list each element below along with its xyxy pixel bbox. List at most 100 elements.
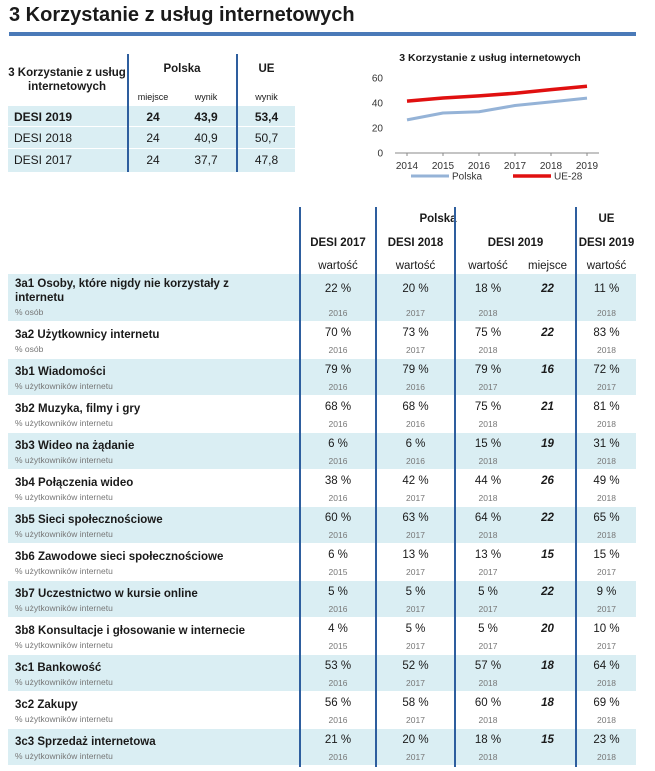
row-label: 3b7 Uczestnictwo w kursie online	[15, 588, 198, 600]
rank-desi-2019: 15	[541, 549, 554, 561]
value-desi-2019: 79 %	[474, 364, 502, 376]
year-desi-2018: 2017	[406, 715, 425, 725]
row-unit: % użytkowników internetu	[15, 492, 113, 502]
value-desi-2018: 79 %	[402, 364, 429, 376]
summary-row-ue: 53,4	[254, 109, 279, 124]
row-label: 3b2 Muzyka, filmy i gry	[15, 403, 141, 415]
chart-svg: 3 Korzystanie z usług internetowych 0 20 40…	[372, 52, 599, 183]
year-ue-2019: 2018	[597, 752, 616, 762]
row-label: 3b8 Konsultacje i głosowanie w interneci…	[15, 625, 246, 637]
row-unit: % użytkowników internetu	[15, 418, 113, 428]
value-desi-2019: 64 %	[474, 512, 502, 524]
year-desi-2018: 2017	[406, 604, 425, 614]
value-desi-2017: 70 %	[324, 327, 352, 339]
year-desi-2017: 2015	[328, 641, 348, 651]
row-label: 3b3 Wideo na żądanie	[15, 440, 135, 452]
y-tick-label: 60	[372, 74, 384, 85]
rank-desi-2019: 16	[541, 364, 554, 376]
row-band	[8, 655, 636, 691]
year-desi-2019: 2017	[478, 382, 498, 392]
row-unit: % użytkowników internetu	[15, 751, 113, 761]
summary-row-ue: 47,8	[254, 152, 279, 167]
summary-row-label: DESI 2018	[14, 130, 73, 145]
year-desi-2018: 2017	[406, 530, 425, 540]
row-unit: % użytkowników internetu	[15, 566, 113, 576]
x-tick-label: 2014	[396, 161, 419, 172]
y-tick-label: 20	[372, 124, 384, 135]
row-label: 3c3 Sprzedaż internetowa	[15, 736, 156, 748]
page-title: 3 Korzystanie z usług internetowych	[9, 4, 355, 26]
value-desi-2019: 13 %	[474, 549, 502, 561]
rank-desi-2019: 20	[541, 623, 554, 635]
value-desi-2019: 15 %	[474, 438, 502, 450]
year-desi-2018: 2017	[406, 308, 425, 318]
value-ue-2019: 49 %	[593, 475, 620, 487]
row-unit: % użytkowników internetu	[15, 529, 113, 539]
x-tick-label: 2016	[468, 161, 491, 172]
row-unit: % użytkowników internetu	[15, 603, 113, 613]
value-desi-2018: 42 %	[402, 475, 429, 487]
x-tick-label: 2019	[576, 161, 599, 172]
value-desi-2018: 52 %	[402, 660, 429, 672]
year-ue-2019: 2018	[597, 345, 616, 355]
table-group-ue: UE	[598, 213, 615, 225]
value-desi-2017: 22 %	[324, 283, 352, 295]
column-divider	[575, 207, 577, 767]
summary-row-score: 40,9	[194, 130, 218, 145]
year-ue-2019: 2018	[597, 530, 616, 540]
row-unit: % użytkowników internetu	[15, 381, 113, 391]
row-unit: % użytkowników internetu	[15, 455, 113, 465]
summary-divider	[236, 54, 238, 172]
year-desi-2019: 2018	[478, 530, 498, 540]
row-band	[8, 507, 636, 543]
summary-group-pl: Polska	[163, 63, 201, 75]
year-desi-2019: 2018	[478, 715, 498, 725]
value-desi-2019: 18 %	[474, 283, 502, 295]
legend-label: Polska	[452, 172, 482, 183]
title-rule	[9, 32, 636, 36]
summary-col-rank: miejsce	[137, 92, 169, 102]
year-desi-2018: 2017	[406, 567, 425, 577]
score-chart: 3 Korzystanie z usług internetowych 0 20 40…	[355, 48, 625, 183]
value-ue-2019: 65 %	[593, 512, 620, 524]
year-desi-2018: 2017	[406, 641, 425, 651]
summary-row-ue: 50,7	[254, 130, 279, 145]
value-desi-2019: 18 %	[474, 734, 502, 746]
year-desi-2017: 2016	[328, 419, 348, 429]
value-desi-2018: 68 %	[402, 401, 429, 413]
row-label: 3a1 Osoby, które nigdy nie korzystały z …	[15, 278, 229, 304]
year-desi-2017: 2016	[328, 345, 348, 355]
value-ue-2019: 9 %	[596, 586, 617, 598]
x-tick-label: 2015	[432, 161, 455, 172]
year-desi-2018: 2017	[406, 752, 425, 762]
sub-header-value: wartość	[586, 260, 627, 272]
value-desi-2017: 6 %	[328, 438, 348, 450]
value-desi-2017: 68 %	[324, 401, 352, 413]
year-desi-2017: 2015	[328, 567, 348, 577]
value-desi-2017: 38 %	[324, 475, 352, 487]
value-desi-2019: 57 %	[474, 660, 502, 672]
year-ue-2019: 2017	[597, 382, 616, 392]
value-desi-2019: 5 %	[478, 586, 498, 598]
value-ue-2019: 83 %	[593, 327, 620, 339]
row-label: 3b1 Wiadomości	[15, 366, 106, 378]
year-desi-2017: 2016	[328, 493, 348, 503]
summary-row-rank: 24	[146, 109, 160, 124]
year-desi-2019: 2018	[478, 345, 498, 355]
year-desi-2019: 2018	[478, 308, 498, 318]
year-ue-2019: 2018	[597, 308, 616, 318]
series-line-ue-28	[406, 84, 588, 103]
year-ue-2019: 2017	[597, 604, 616, 614]
year-desi-2018: 2016	[406, 456, 425, 466]
year-desi-2018: 2017	[406, 345, 425, 355]
row-band	[8, 729, 636, 765]
summary-row-score: 43,9	[194, 109, 218, 124]
year-desi-2019: 2017	[478, 567, 498, 577]
row-unit: % osób	[15, 307, 44, 317]
row-label: 3b4 Połączenia wideo	[15, 477, 134, 489]
sub-header-value: wartość	[318, 260, 358, 272]
value-ue-2019: 64 %	[593, 660, 620, 672]
value-desi-2019: 44 %	[474, 475, 502, 487]
column-divider	[454, 207, 456, 767]
value-desi-2019: 75 %	[474, 401, 502, 413]
